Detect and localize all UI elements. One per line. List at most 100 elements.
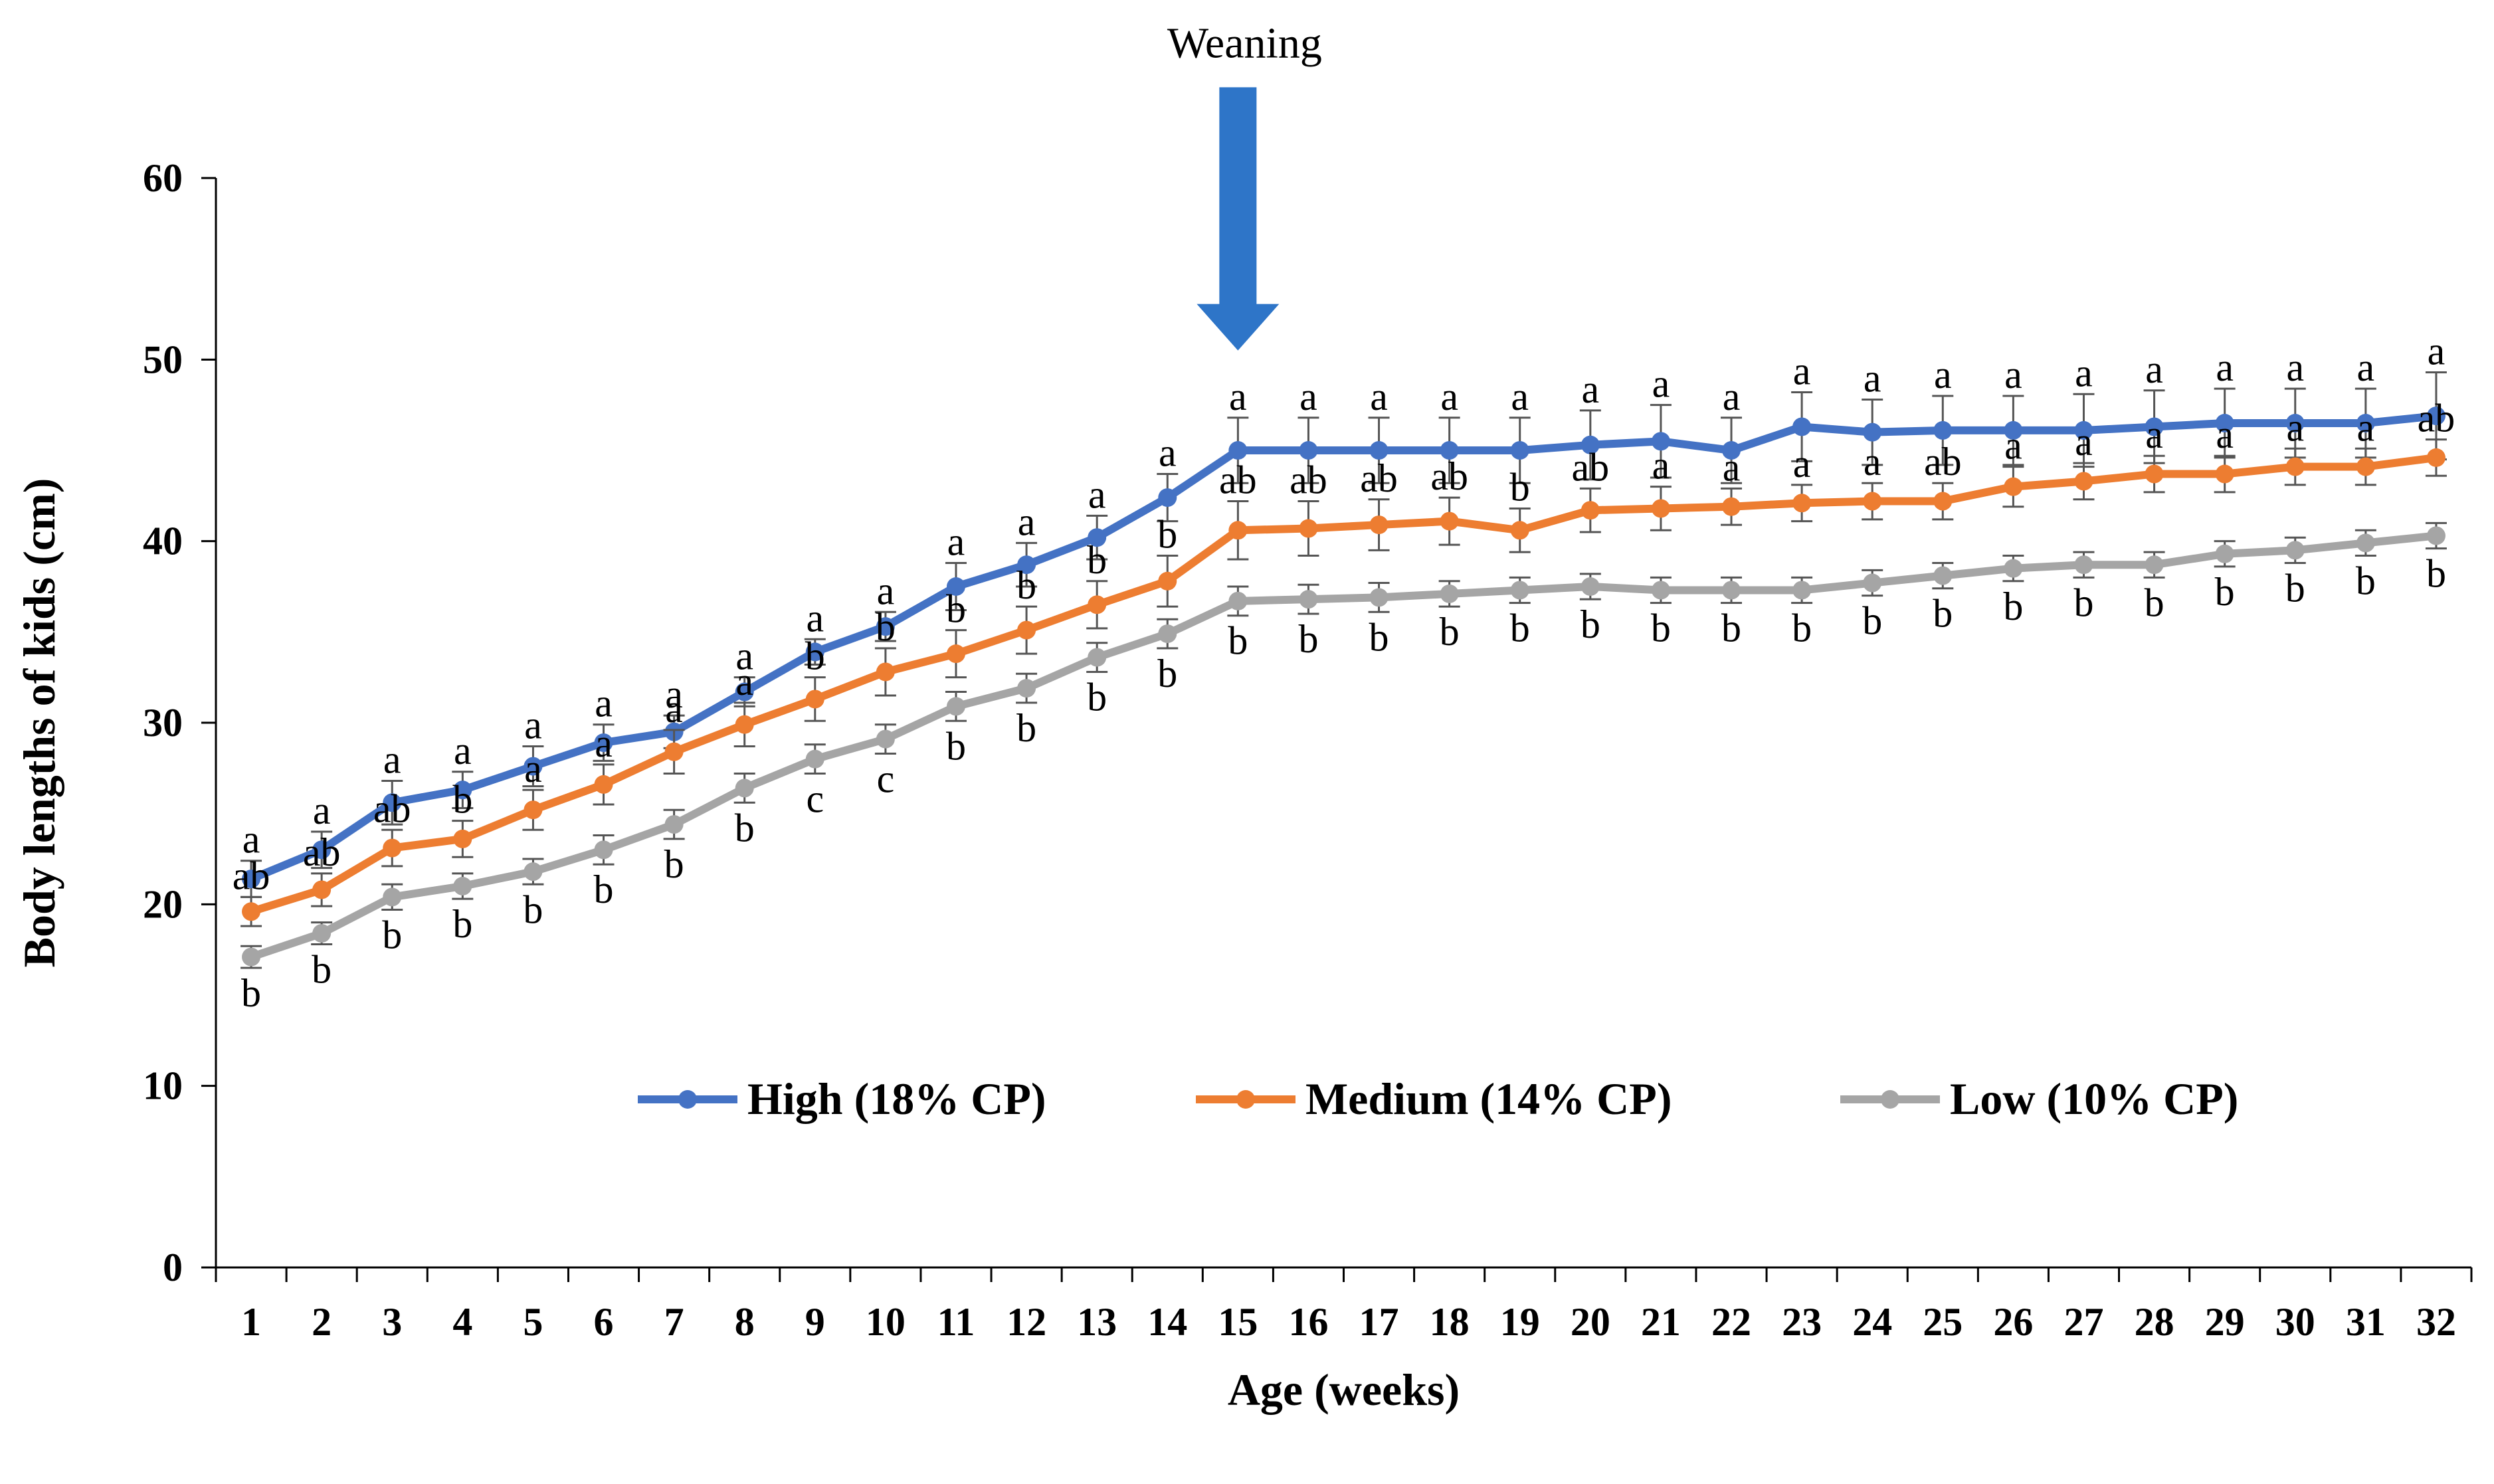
data-point xyxy=(2426,407,2446,426)
x-tick-label: 31 xyxy=(2346,1300,2386,1344)
data-point xyxy=(946,697,965,716)
data-point xyxy=(383,887,402,907)
x-tick-label: 9 xyxy=(805,1300,825,1344)
x-tick-label: 4 xyxy=(452,1300,472,1344)
significance-letter: a xyxy=(877,569,895,612)
significance-letter: a xyxy=(595,682,613,725)
significance-letter: ab xyxy=(2418,397,2455,440)
significance-letter: b xyxy=(1440,610,1460,654)
significance-letter: a xyxy=(2145,347,2163,391)
data-point xyxy=(1299,590,1318,609)
data-point xyxy=(1440,584,1459,603)
significance-letter: b xyxy=(2003,585,2023,628)
data-point xyxy=(1017,679,1036,698)
data-point xyxy=(2356,457,2375,476)
data-point xyxy=(805,690,824,709)
significance-letter: a xyxy=(2216,413,2234,456)
y-tick-label: 0 xyxy=(163,1246,183,1289)
x-tick-label: 18 xyxy=(1430,1300,1470,1344)
significance-letter: a xyxy=(1511,375,1529,418)
significance-letter: b xyxy=(946,724,966,768)
data-point xyxy=(1510,521,1529,540)
data-point xyxy=(2215,414,2234,432)
legend-swatch-marker xyxy=(678,1090,697,1109)
significance-letter: a xyxy=(2075,351,2093,395)
legend-item-0: High (18% CP) xyxy=(638,1073,1046,1124)
data-point xyxy=(594,840,613,860)
significance-letter: b xyxy=(382,913,402,957)
data-point xyxy=(2074,420,2093,440)
x-tick-label: 1 xyxy=(241,1300,261,1344)
x-tick-label: 24 xyxy=(1852,1300,1892,1344)
data-point xyxy=(1581,501,1600,520)
data-point xyxy=(2074,472,2093,491)
data-point xyxy=(594,733,613,753)
significance-letter: a xyxy=(2004,353,2022,397)
data-point xyxy=(1651,581,1670,600)
y-tick-label: 10 xyxy=(143,1064,183,1108)
x-tick-label: 17 xyxy=(1359,1300,1399,1344)
data-point xyxy=(1369,441,1389,460)
data-point xyxy=(1228,591,1248,610)
significance-letter: b xyxy=(735,806,755,850)
significance-letter: ab xyxy=(1290,458,1327,502)
data-point xyxy=(805,749,824,769)
data-point xyxy=(2145,555,2164,575)
weaning-label: Weaning xyxy=(1167,19,1322,67)
significance-letter: a xyxy=(1723,445,1741,489)
data-point xyxy=(1369,588,1389,607)
data-point xyxy=(1158,488,1177,508)
significance-letter: a xyxy=(524,703,542,747)
legend-label: High (18% CP) xyxy=(747,1073,1046,1124)
significance-letter: b xyxy=(2215,570,2235,614)
x-tick-label: 8 xyxy=(735,1300,755,1344)
significance-letter: a xyxy=(2428,329,2446,373)
weaning-annotation: Weaning xyxy=(1167,19,1322,351)
significance-letter: a xyxy=(1440,375,1458,418)
data-point xyxy=(2285,414,2305,432)
significance-letter: a xyxy=(2004,424,2022,468)
data-point xyxy=(1228,521,1248,540)
data-point xyxy=(1158,624,1177,644)
significance-letter: ab xyxy=(1572,445,1610,489)
significance-letter: ab xyxy=(373,787,411,830)
series-2: b b b b b b b b c c b b b b b b b b b b b b b b b b b b b b b b xyxy=(240,521,2447,1015)
significance-letter: b xyxy=(1721,606,1741,650)
data-point xyxy=(1228,441,1248,460)
data-point xyxy=(2004,420,2023,440)
legend-label: Medium (14% CP) xyxy=(1305,1073,1672,1124)
significance-letter: b xyxy=(1651,606,1671,650)
data-point xyxy=(1651,432,1670,451)
data-point xyxy=(1440,511,1459,531)
data-point xyxy=(383,838,402,858)
significance-letter: b xyxy=(1792,606,1812,650)
significance-letter: b xyxy=(1087,675,1107,719)
data-point xyxy=(1158,571,1177,591)
significance-letter: b xyxy=(241,971,261,1015)
significance-letter: ab xyxy=(303,830,341,874)
significance-letter: b xyxy=(1016,706,1036,750)
legend-label: Low (10% CP) xyxy=(1950,1073,2238,1124)
significance-letter: a xyxy=(1864,440,1881,484)
data-point xyxy=(2285,457,2305,476)
significance-letter: b xyxy=(1298,617,1318,661)
data-point xyxy=(1581,435,1600,454)
data-point xyxy=(2004,559,2023,578)
significance-letter: a xyxy=(524,747,542,790)
significance-letter: c xyxy=(806,777,824,821)
significance-letter: ab xyxy=(1219,458,1257,502)
significance-letter: ab xyxy=(1430,454,1468,498)
data-point xyxy=(1863,422,1882,442)
data-point xyxy=(1722,497,1741,516)
x-tick-label: 11 xyxy=(937,1300,975,1344)
legend-swatch-marker xyxy=(1881,1090,1899,1109)
x-tick-label: 25 xyxy=(1923,1300,1963,1344)
data-point xyxy=(946,577,965,596)
significance-letter: a xyxy=(735,634,753,678)
significance-letter: a xyxy=(1088,472,1106,516)
data-point xyxy=(1510,581,1529,600)
data-point xyxy=(2426,526,2446,545)
